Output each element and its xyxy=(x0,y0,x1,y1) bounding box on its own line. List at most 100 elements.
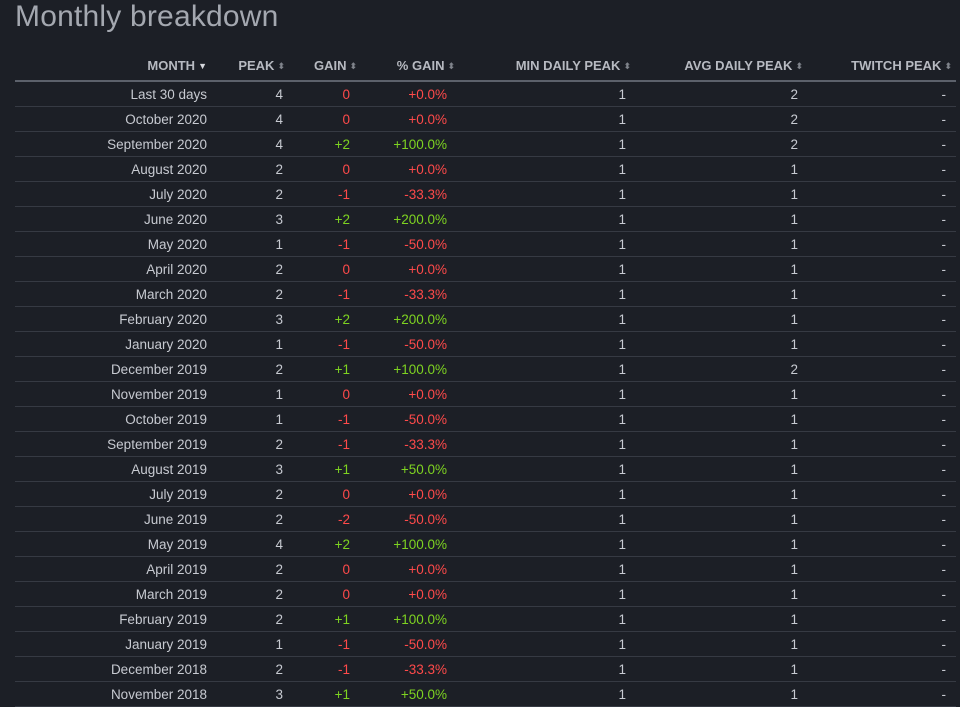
min-daily-peak-cell: 1 xyxy=(457,581,634,607)
min-daily-peak-cell: 1 xyxy=(457,181,634,207)
pct-gain-cell: -50.0% xyxy=(360,331,457,357)
table-row: July 2020 2 -1 -33.3% 1 1- xyxy=(15,181,956,207)
gain-cell: +2 xyxy=(287,306,360,332)
table-header: MONTH ▼ PEAK ⬍ GAIN ⬍ % GAIN ⬍ MIN DAILY PEA… xyxy=(15,50,956,82)
gain-cell: -1 xyxy=(287,431,360,457)
avg-daily-peak-cell: 2 xyxy=(634,81,807,107)
column-header-peak[interactable]: PEAK ⬍ xyxy=(219,50,287,82)
min-daily-peak-cell: 1 xyxy=(457,306,634,332)
header-row: MONTH ▼ PEAK ⬍ GAIN ⬍ % GAIN ⬍ MIN DAILY PEA… xyxy=(15,50,956,82)
sort-up-down-icon: ⬍ xyxy=(349,60,357,71)
month-cell: December 2019 xyxy=(15,356,219,382)
month-cell: March 2019 xyxy=(15,581,219,607)
pct-gain-cell: +0.0% xyxy=(360,581,457,607)
twitch-peak-cell: - xyxy=(807,156,956,182)
min-daily-peak-cell: 1 xyxy=(457,606,634,632)
pct-gain-cell: +200.0% xyxy=(360,206,457,232)
pct-gain-cell: +50.0% xyxy=(360,681,457,707)
avg-daily-peak-cell: 1 xyxy=(634,281,807,307)
min-daily-peak-cell: 1 xyxy=(457,631,634,657)
min-daily-peak-cell: 1 xyxy=(457,531,634,557)
min-daily-peak-cell: 1 xyxy=(457,331,634,357)
month-cell: January 2019 xyxy=(15,631,219,657)
table-row: November 2019 1 0 +0.0% 1 1- xyxy=(15,381,956,407)
month-cell: February 2020 xyxy=(15,306,219,332)
pct-gain-cell: -50.0% xyxy=(360,506,457,532)
month-cell: November 2018 xyxy=(15,681,219,707)
twitch-peak-cell: - xyxy=(807,581,956,607)
gain-cell: +2 xyxy=(287,206,360,232)
peak-cell: 2 xyxy=(219,181,287,207)
sort-up-down-icon: ⬍ xyxy=(277,60,285,71)
twitch-peak-cell: - xyxy=(807,356,956,382)
twitch-peak-cell: - xyxy=(807,506,956,532)
avg-daily-peak-cell: 1 xyxy=(634,581,807,607)
peak-cell: 1 xyxy=(219,331,287,357)
gain-cell: -1 xyxy=(287,406,360,432)
pct-gain-cell: +0.0% xyxy=(360,256,457,282)
table-row: April 2020 2 0 +0.0% 1 1- xyxy=(15,256,956,282)
gain-cell: 0 xyxy=(287,256,360,282)
avg-daily-peak-cell: 1 xyxy=(634,681,807,707)
sort-up-down-icon: ⬍ xyxy=(447,60,455,71)
column-header-min-daily-peak[interactable]: MIN DAILY PEAK ⬍ xyxy=(457,50,634,82)
gain-cell: -1 xyxy=(287,281,360,307)
pct-gain-cell: +200.0% xyxy=(360,306,457,332)
min-daily-peak-cell: 1 xyxy=(457,481,634,507)
month-cell: August 2020 xyxy=(15,156,219,182)
column-header-month[interactable]: MONTH ▼ xyxy=(15,50,219,82)
pct-gain-cell: -50.0% xyxy=(360,406,457,432)
column-header-label: MIN DAILY PEAK xyxy=(515,57,621,73)
peak-cell: 3 xyxy=(219,306,287,332)
twitch-peak-cell: - xyxy=(807,231,956,257)
table-row: January 2019 1 -1 -50.0% 1 1- xyxy=(15,631,956,657)
peak-cell: 2 xyxy=(219,481,287,507)
gain-cell: +1 xyxy=(287,681,360,707)
month-cell: May 2019 xyxy=(15,531,219,557)
table-row: October 2020 4 0 +0.0% 1 2- xyxy=(15,106,956,132)
column-header-twitch-peak[interactable]: TWITCH PEAK ⬍ xyxy=(807,50,956,82)
table-row: September 2020 4 +2 +100.0% 1 2- xyxy=(15,131,956,157)
pct-gain-cell: -33.3% xyxy=(360,431,457,457)
peak-cell: 4 xyxy=(219,81,287,107)
column-header-label: MONTH xyxy=(147,57,196,73)
avg-daily-peak-cell: 1 xyxy=(634,381,807,407)
avg-daily-peak-cell: 1 xyxy=(634,431,807,457)
column-header-gain[interactable]: GAIN ⬍ xyxy=(287,50,360,82)
avg-daily-peak-cell: 1 xyxy=(634,306,807,332)
min-daily-peak-cell: 1 xyxy=(457,231,634,257)
peak-cell: 1 xyxy=(219,406,287,432)
month-cell: August 2019 xyxy=(15,456,219,482)
avg-daily-peak-cell: 1 xyxy=(634,481,807,507)
column-header-avg-daily-peak[interactable]: AVG DAILY PEAK ⬍ xyxy=(634,50,807,82)
table-row: July 2019 2 0 +0.0% 1 1- xyxy=(15,481,956,507)
twitch-peak-cell: - xyxy=(807,406,956,432)
min-daily-peak-cell: 1 xyxy=(457,381,634,407)
section-title: Monthly breakdown xyxy=(15,0,279,33)
gain-cell: +2 xyxy=(287,531,360,557)
month-cell: January 2020 xyxy=(15,331,219,357)
pct-gain-cell: -50.0% xyxy=(360,631,457,657)
twitch-peak-cell: - xyxy=(807,431,956,457)
gain-cell: 0 xyxy=(287,481,360,507)
peak-cell: 3 xyxy=(219,456,287,482)
table-row: March 2020 2 -1 -33.3% 1 1- xyxy=(15,281,956,307)
avg-daily-peak-cell: 1 xyxy=(634,156,807,182)
avg-daily-peak-cell: 1 xyxy=(634,256,807,282)
twitch-peak-cell: - xyxy=(807,681,956,707)
table-row: September 2019 2 -1 -33.3% 1 1- xyxy=(15,431,956,457)
peak-cell: 1 xyxy=(219,381,287,407)
gain-cell: +1 xyxy=(287,606,360,632)
min-daily-peak-cell: 1 xyxy=(457,456,634,482)
pct-gain-cell: +100.0% xyxy=(360,531,457,557)
peak-cell: 3 xyxy=(219,681,287,707)
column-header-pct-gain[interactable]: % GAIN ⬍ xyxy=(360,50,457,82)
gain-cell: 0 xyxy=(287,581,360,607)
month-cell: Last 30 days xyxy=(15,81,219,107)
column-header-label: AVG DAILY PEAK xyxy=(684,57,793,73)
gain-cell: 0 xyxy=(287,381,360,407)
avg-daily-peak-cell: 1 xyxy=(634,181,807,207)
twitch-peak-cell: - xyxy=(807,106,956,132)
pct-gain-cell: +100.0% xyxy=(360,606,457,632)
month-cell: November 2019 xyxy=(15,381,219,407)
